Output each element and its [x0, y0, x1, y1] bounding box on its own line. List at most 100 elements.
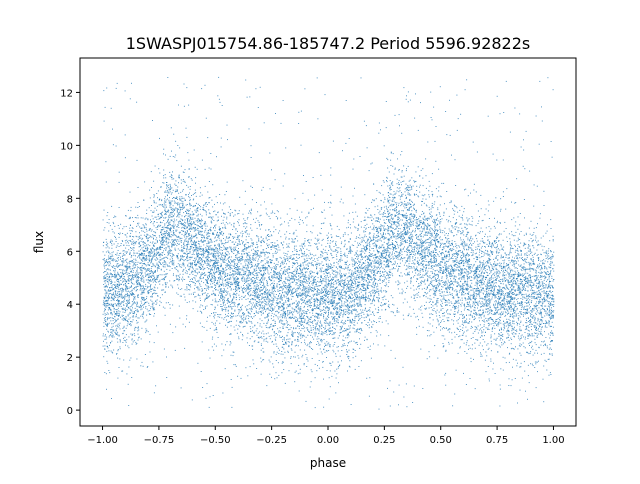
- data-point: [486, 261, 488, 262]
- data-point: [320, 271, 322, 273]
- data-point: [330, 283, 332, 285]
- data-point: [454, 316, 455, 317]
- data-point: [479, 270, 481, 272]
- data-point: [434, 248, 436, 250]
- data-point: [451, 319, 453, 321]
- data-point: [229, 246, 231, 248]
- data-point: [121, 240, 123, 241]
- data-point: [291, 292, 293, 294]
- data-point: [524, 247, 526, 249]
- data-point: [132, 333, 134, 335]
- data-point: [360, 328, 362, 330]
- data-point: [150, 275, 152, 277]
- data-point: [137, 311, 139, 313]
- data-point: [293, 273, 295, 275]
- data-point: [323, 278, 325, 280]
- data-point: [148, 302, 150, 304]
- data-point: [204, 267, 206, 269]
- data-point: [327, 277, 329, 279]
- data-point: [446, 301, 448, 303]
- data-point: [238, 210, 240, 212]
- data-point: [475, 191, 477, 193]
- data-point: [518, 333, 520, 335]
- data-point: [196, 234, 198, 236]
- data-point: [284, 351, 286, 353]
- data-point: [325, 307, 327, 309]
- data-point: [354, 331, 356, 333]
- data-point: [431, 191, 433, 193]
- data-point: [151, 266, 152, 268]
- data-point: [325, 278, 327, 280]
- data-point: [331, 299, 333, 300]
- data-point: [303, 253, 305, 255]
- data-point: [388, 202, 390, 204]
- data-point: [376, 291, 378, 293]
- data-point: [473, 263, 475, 265]
- data-point: [527, 329, 529, 331]
- data-point: [452, 258, 454, 259]
- data-point: [411, 224, 413, 226]
- data-point: [371, 326, 373, 328]
- data-point: [484, 252, 486, 254]
- data-point: [267, 341, 269, 343]
- data-point: [354, 262, 356, 264]
- data-point: [508, 281, 510, 283]
- data-point: [416, 315, 418, 317]
- data-point: [523, 199, 525, 200]
- data-point: [169, 203, 171, 205]
- data-point: [229, 215, 231, 217]
- data-point: [461, 227, 463, 229]
- data-point: [512, 329, 514, 331]
- data-point: [147, 270, 149, 271]
- data-point: [196, 254, 198, 256]
- data-point: [313, 320, 315, 322]
- data-point: [284, 270, 286, 272]
- data-point: [476, 151, 478, 153]
- data-point: [293, 274, 295, 276]
- data-point: [548, 294, 550, 296]
- data-point: [328, 300, 330, 302]
- data-point: [422, 236, 424, 238]
- data-point: [189, 203, 191, 205]
- data-point: [473, 294, 475, 296]
- data-point: [437, 319, 439, 321]
- data-point: [551, 321, 553, 323]
- data-point: [446, 283, 448, 285]
- data-point: [258, 341, 260, 343]
- data-point: [529, 334, 531, 336]
- data-point: [183, 264, 184, 266]
- data-point: [337, 361, 339, 363]
- data-point: [278, 277, 280, 279]
- data-point: [165, 273, 167, 275]
- data-point: [375, 269, 377, 271]
- data-point: [342, 150, 343, 152]
- data-point: [305, 303, 307, 305]
- data-point: [315, 332, 317, 334]
- data-point: [486, 293, 488, 294]
- data-point: [358, 313, 360, 315]
- data-point: [341, 273, 342, 275]
- data-point: [179, 263, 181, 265]
- data-point: [405, 230, 406, 232]
- data-point: [169, 323, 171, 325]
- data-point: [170, 202, 172, 204]
- data-point: [387, 185, 389, 187]
- data-point: [200, 221, 202, 223]
- data-point: [436, 287, 438, 289]
- data-point: [493, 289, 495, 291]
- data-point: [204, 185, 206, 187]
- data-point: [129, 273, 130, 275]
- data-point: [227, 312, 229, 314]
- data-point: [234, 248, 236, 250]
- data-point: [413, 294, 415, 296]
- data-point: [490, 317, 492, 318]
- data-point: [320, 268, 322, 270]
- data-point: [415, 222, 417, 224]
- data-point: [156, 253, 158, 255]
- data-point: [159, 204, 161, 206]
- data-point: [307, 239, 309, 241]
- data-point: [326, 306, 328, 307]
- data-point: [303, 312, 305, 314]
- data-point: [534, 307, 536, 309]
- data-point: [204, 237, 206, 239]
